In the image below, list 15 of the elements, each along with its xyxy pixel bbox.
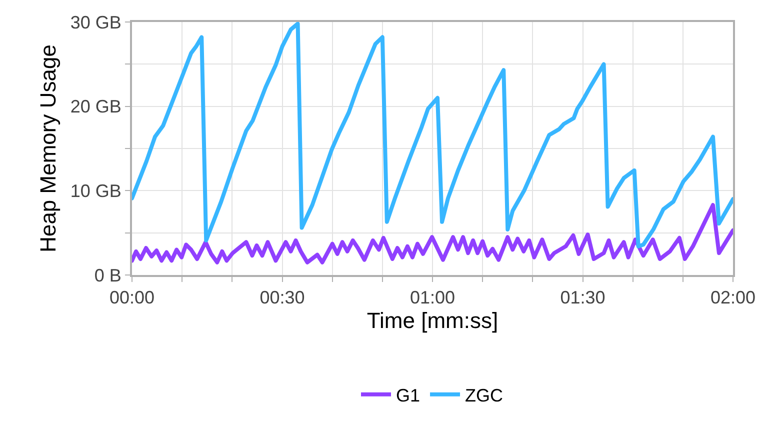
- x-tick-label: 00:30: [260, 288, 305, 308]
- line-series: [132, 22, 733, 248]
- y-tick-label: 0 B: [94, 265, 122, 286]
- y-axis-title: Heap Memory Usage: [36, 44, 61, 252]
- x-tick-label: 02:00: [710, 288, 756, 308]
- y-tick-label: 30 GB: [70, 12, 122, 32]
- legend-label: ZGC: [465, 385, 504, 406]
- line-series: [132, 203, 733, 264]
- x-axis-title: Time [mm:ss]: [366, 308, 498, 333]
- x-tick-label: 01:00: [410, 288, 456, 308]
- y-tick-label: 20 GB: [70, 96, 122, 117]
- y-tick-label: 10 GB: [70, 180, 122, 201]
- x-tick-label: 00:00: [109, 288, 155, 308]
- legend-label: G1: [396, 385, 420, 406]
- x-tick-label: 01:30: [560, 288, 606, 308]
